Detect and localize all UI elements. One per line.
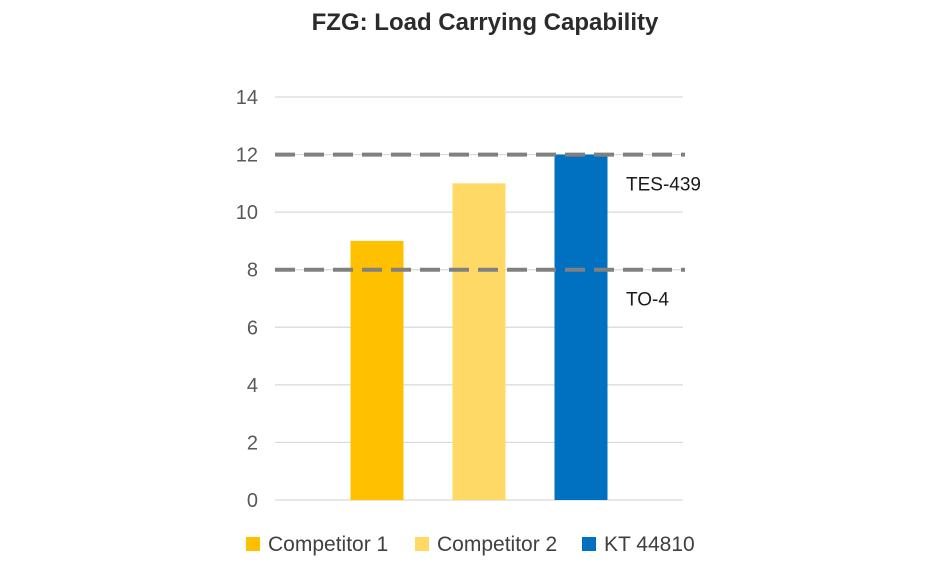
legend: Competitor 1 Competitor 2 KT 44810 <box>246 533 695 556</box>
legend-swatch <box>415 537 429 551</box>
reference-label-tes-439: TES-439 <box>626 175 701 196</box>
y-tick-label: 0 <box>247 490 258 512</box>
bar-competitor-2 <box>452 183 506 500</box>
chart-title: FZG: Load Carrying Capability <box>312 9 659 36</box>
legend-swatch <box>582 537 596 551</box>
legend-label: Competitor 2 <box>437 533 557 556</box>
legend-swatch <box>246 537 260 551</box>
legend-label: Competitor 1 <box>268 533 388 556</box>
y-tick-label: 6 <box>247 317 258 339</box>
bar-competitor-1 <box>350 240 404 500</box>
y-tick-label: 10 <box>236 202 258 224</box>
y-tick-label: 14 <box>236 87 258 109</box>
y-tick-label: 12 <box>236 145 258 167</box>
bar-kt-44810 <box>554 154 608 501</box>
y-tick-label: 4 <box>247 375 258 397</box>
y-tick-label: 8 <box>247 260 258 282</box>
y-axis-ticks: 0 2 4 6 8 10 12 14 <box>236 87 258 512</box>
legend-label: KT 44810 <box>604 533 695 556</box>
reference-lines: TES-439 TO-4 <box>275 152 701 311</box>
y-tick-label: 2 <box>247 432 258 454</box>
bars <box>350 154 608 501</box>
reference-label-to-4: TO-4 <box>626 290 669 311</box>
